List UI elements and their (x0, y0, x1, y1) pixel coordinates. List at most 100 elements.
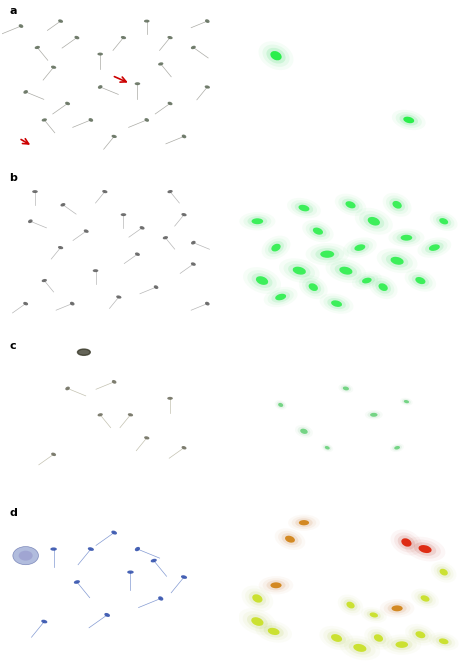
Ellipse shape (97, 53, 103, 56)
Ellipse shape (392, 201, 402, 209)
Ellipse shape (51, 453, 56, 456)
Ellipse shape (74, 36, 79, 39)
Ellipse shape (245, 589, 270, 609)
Ellipse shape (121, 36, 126, 39)
Ellipse shape (272, 292, 290, 302)
Ellipse shape (158, 62, 164, 66)
Ellipse shape (331, 300, 342, 307)
Ellipse shape (402, 399, 411, 404)
Ellipse shape (293, 267, 306, 275)
Ellipse shape (205, 19, 210, 23)
Ellipse shape (351, 242, 369, 253)
Ellipse shape (251, 617, 264, 626)
Circle shape (18, 551, 33, 561)
Ellipse shape (275, 294, 286, 300)
Ellipse shape (437, 567, 451, 578)
Ellipse shape (397, 233, 416, 243)
Ellipse shape (414, 591, 436, 606)
Ellipse shape (128, 413, 133, 416)
Ellipse shape (65, 387, 70, 390)
Ellipse shape (310, 225, 327, 237)
Ellipse shape (323, 445, 331, 451)
Ellipse shape (282, 533, 298, 545)
Ellipse shape (163, 236, 168, 240)
Text: e: e (246, 508, 253, 518)
Ellipse shape (409, 539, 441, 559)
Ellipse shape (23, 302, 28, 305)
Ellipse shape (300, 429, 308, 434)
Ellipse shape (151, 559, 157, 563)
Ellipse shape (383, 601, 410, 615)
Ellipse shape (335, 264, 357, 278)
Ellipse shape (370, 413, 378, 417)
Ellipse shape (372, 278, 394, 296)
Ellipse shape (388, 603, 407, 613)
Text: b’: b’ (246, 173, 258, 183)
Ellipse shape (313, 227, 323, 235)
Ellipse shape (167, 397, 173, 400)
Ellipse shape (111, 531, 117, 535)
Text: a’: a’ (246, 6, 257, 16)
Ellipse shape (315, 248, 339, 260)
Text: c’: c’ (246, 341, 256, 351)
Ellipse shape (327, 298, 346, 309)
Ellipse shape (356, 274, 378, 288)
Ellipse shape (403, 116, 414, 123)
Ellipse shape (243, 611, 272, 632)
Ellipse shape (135, 252, 140, 256)
Ellipse shape (327, 632, 346, 645)
Ellipse shape (338, 196, 363, 213)
Ellipse shape (135, 82, 140, 85)
Ellipse shape (367, 629, 390, 647)
Ellipse shape (310, 246, 344, 263)
Ellipse shape (278, 531, 302, 547)
Ellipse shape (252, 594, 263, 603)
Ellipse shape (244, 214, 271, 228)
Ellipse shape (112, 380, 117, 384)
Ellipse shape (412, 629, 429, 641)
Ellipse shape (98, 413, 103, 416)
Ellipse shape (259, 623, 288, 640)
Ellipse shape (266, 47, 286, 64)
Ellipse shape (439, 638, 448, 644)
Ellipse shape (362, 278, 372, 284)
Ellipse shape (140, 226, 145, 229)
Ellipse shape (400, 114, 418, 126)
Ellipse shape (344, 638, 375, 658)
Text: b: b (9, 173, 17, 183)
Ellipse shape (65, 102, 70, 105)
Ellipse shape (394, 446, 400, 450)
Ellipse shape (167, 190, 173, 193)
Ellipse shape (299, 205, 310, 211)
Ellipse shape (339, 267, 353, 275)
Ellipse shape (247, 216, 267, 226)
Ellipse shape (386, 195, 408, 214)
Ellipse shape (168, 102, 173, 105)
Ellipse shape (375, 280, 391, 294)
Ellipse shape (389, 198, 405, 211)
Ellipse shape (343, 387, 349, 391)
Ellipse shape (298, 427, 310, 436)
Ellipse shape (50, 547, 57, 551)
Ellipse shape (276, 401, 285, 408)
Ellipse shape (145, 118, 149, 122)
Ellipse shape (419, 545, 432, 553)
Ellipse shape (323, 296, 350, 312)
Ellipse shape (264, 626, 284, 638)
Ellipse shape (325, 446, 330, 450)
Ellipse shape (436, 216, 451, 227)
Ellipse shape (330, 261, 362, 280)
Ellipse shape (247, 270, 277, 291)
Ellipse shape (392, 231, 420, 245)
Ellipse shape (404, 400, 409, 403)
Ellipse shape (295, 203, 313, 213)
Ellipse shape (256, 276, 268, 285)
Text: d: d (9, 508, 17, 518)
Ellipse shape (367, 411, 380, 418)
Ellipse shape (252, 273, 273, 288)
Ellipse shape (158, 596, 164, 601)
Ellipse shape (364, 214, 384, 229)
Ellipse shape (28, 219, 33, 223)
Ellipse shape (51, 66, 56, 69)
Ellipse shape (191, 45, 196, 50)
